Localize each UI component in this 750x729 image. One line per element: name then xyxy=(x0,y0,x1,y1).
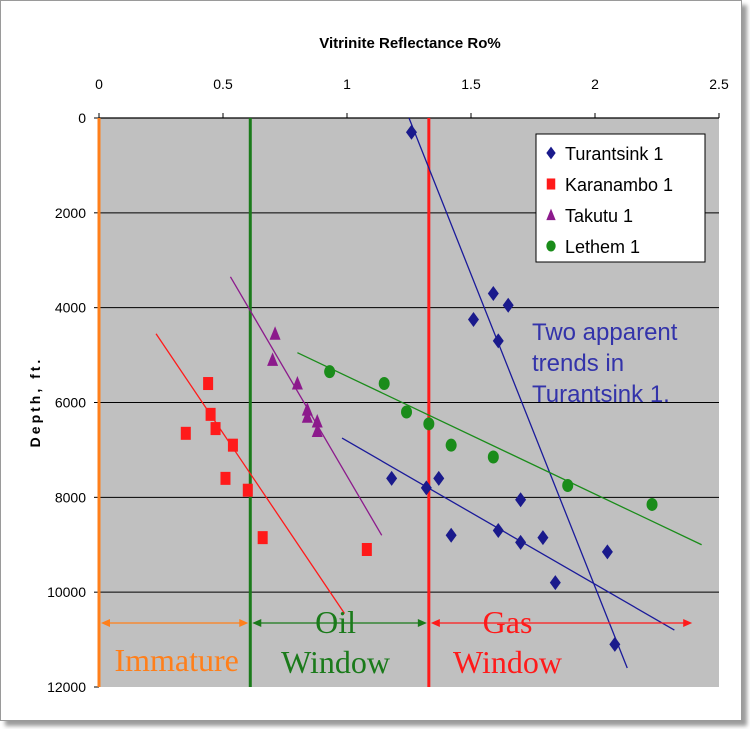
y-tick-label: 4000 xyxy=(55,300,86,316)
data-point-diamond xyxy=(386,470,398,486)
data-point-square xyxy=(205,407,216,421)
zone-arrowhead xyxy=(239,618,249,627)
y-tick-label: 8000 xyxy=(55,489,86,505)
annotations: Two apparent trends in Turantsink 1. xyxy=(532,319,678,408)
legend-label: Turantsink 1 xyxy=(565,144,663,164)
y-tick-label: 0 xyxy=(78,110,86,126)
zone-label: Oil xyxy=(315,604,356,640)
trend-line xyxy=(297,352,702,546)
annotation-text: Turantsink 1. xyxy=(532,381,670,408)
data-point-square xyxy=(203,377,214,391)
trend-line xyxy=(155,333,346,614)
x-tick-label: 1 xyxy=(343,76,351,92)
data-point-circle xyxy=(401,405,413,419)
data-point-square xyxy=(180,426,191,440)
data-point-diamond xyxy=(502,297,514,313)
zone-label: Gas xyxy=(483,604,533,640)
data-point-diamond xyxy=(492,523,504,539)
data-point-circle xyxy=(324,365,336,379)
data-point-diamond xyxy=(549,575,561,591)
trend-line xyxy=(341,437,675,631)
data-point-diamond xyxy=(492,333,504,349)
data-point-diamond xyxy=(537,530,549,546)
data-point-triangle xyxy=(291,376,303,390)
legend: Turantsink 1 Karanambo 1 Takutu 1 Lethem 1 xyxy=(535,133,706,263)
y-tick-label: 10000 xyxy=(47,584,86,600)
zone-arrowhead xyxy=(417,618,427,627)
x-tick-label: 2.5 xyxy=(709,76,729,92)
data-point-diamond xyxy=(609,636,621,652)
x-tick-label: 0.5 xyxy=(213,76,233,92)
data-point-diamond xyxy=(405,124,417,140)
trend-lines xyxy=(155,117,702,669)
data-markers xyxy=(180,124,658,652)
data-point-square xyxy=(227,438,238,452)
data-point-triangle xyxy=(311,413,323,428)
data-point-circle xyxy=(487,450,499,464)
x-tick-label: 1.5 xyxy=(461,76,481,92)
legend-marker xyxy=(546,146,556,160)
zone-arrowhead xyxy=(430,618,440,627)
data-point-diamond xyxy=(601,544,613,560)
y-axis-title: Depth, ft. xyxy=(27,357,43,448)
data-point-circle xyxy=(445,438,457,452)
legend-label: Lethem 1 xyxy=(565,237,640,257)
y-tick-label: 6000 xyxy=(55,395,86,411)
data-point-diamond xyxy=(487,285,499,301)
data-point-circle xyxy=(378,377,390,391)
gridlines xyxy=(99,212,719,593)
x-tick-label: 0 xyxy=(95,76,103,92)
legend-marker xyxy=(546,178,556,190)
zone-arrowhead xyxy=(101,618,110,627)
data-point-square xyxy=(210,422,221,436)
y-tick-label: 2000 xyxy=(55,205,86,221)
zone-lines xyxy=(97,118,431,687)
data-point-square xyxy=(257,531,268,545)
data-point-triangle xyxy=(301,402,313,416)
zone-arrowhead xyxy=(683,618,693,627)
legend-label: Takutu 1 xyxy=(565,206,633,226)
data-point-square xyxy=(220,471,231,485)
legend-label: Karanambo 1 xyxy=(565,175,673,195)
data-point-diamond xyxy=(433,470,445,486)
legend-box xyxy=(535,133,706,263)
data-point-diamond xyxy=(515,534,527,550)
data-point-circle xyxy=(562,478,574,492)
zone-label: Window xyxy=(281,644,390,680)
data-point-diamond xyxy=(420,480,432,496)
data-point-triangle xyxy=(269,326,281,340)
zone-label: Window xyxy=(453,644,562,680)
legend-marker xyxy=(546,240,556,252)
data-point-diamond xyxy=(467,312,479,328)
x-tick-label: 2 xyxy=(591,76,599,92)
data-point-circle xyxy=(646,497,658,511)
y-tick-label: 12000 xyxy=(47,679,86,695)
data-point-triangle xyxy=(267,352,279,366)
data-point-square xyxy=(361,542,372,556)
annotation-text: Two apparent xyxy=(532,319,678,346)
data-point-diamond xyxy=(515,492,527,508)
data-point-triangle xyxy=(311,423,323,437)
data-point-circle xyxy=(423,417,435,431)
data-point-triangle xyxy=(301,409,313,423)
legend-marker xyxy=(546,208,556,221)
zone-label: Immature xyxy=(114,642,238,678)
data-point-diamond xyxy=(445,527,457,543)
x-axis-title: Vitrinite Reflectance Ro% xyxy=(319,35,500,52)
annotation-text: trends in xyxy=(532,350,624,377)
data-point-square xyxy=(242,483,253,497)
maturity-zones: Immature Oil Window Gas Window xyxy=(101,604,693,680)
zone-arrowhead xyxy=(252,618,262,627)
trend-line xyxy=(408,117,628,669)
